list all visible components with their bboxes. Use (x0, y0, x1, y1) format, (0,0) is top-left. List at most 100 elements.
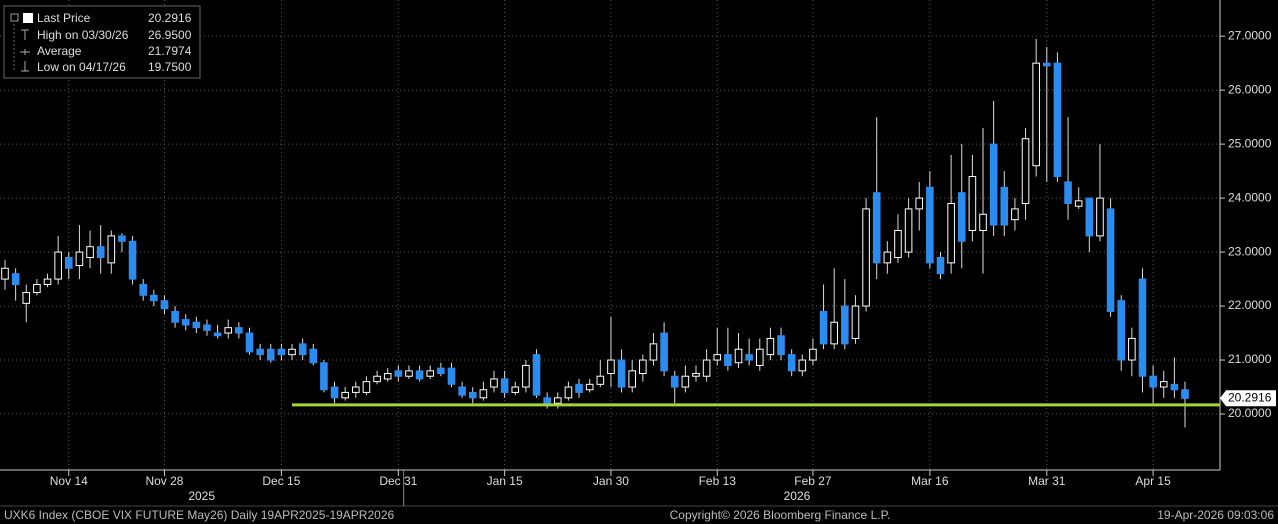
footer-left: UXK6 Index (CBOE VIX FUTURE May26) Daily… (4, 508, 394, 522)
legend-label: Last Price (37, 11, 91, 25)
candle-body (352, 386, 360, 393)
legend-icon (21, 61, 29, 72)
year-label: 2025 (188, 489, 215, 503)
legend-value: 20.2916 (148, 11, 192, 25)
candle-body (872, 192, 881, 264)
candle-body (192, 321, 201, 329)
candle-body (1011, 208, 1019, 221)
candle-body (522, 364, 530, 388)
candle-body (1138, 278, 1147, 377)
candle-body (702, 359, 711, 377)
candle-body (415, 370, 424, 380)
candle-body (245, 332, 254, 353)
legend-label: High on 03/30/26 (37, 28, 129, 42)
footer-right: 19-Apr-2026 09:03:06 (1157, 508, 1274, 522)
candle-body (171, 310, 179, 323)
candle-body (543, 397, 551, 404)
candle-body (755, 348, 764, 366)
y-tick-label: 26.0000 (1228, 82, 1272, 96)
candle-body (107, 235, 116, 264)
legend: Last Price 20.2916 High on 03/30/26 26.9… (3, 5, 201, 79)
candle-body (181, 319, 190, 326)
candle-body (670, 375, 679, 388)
candle-body (1181, 389, 1189, 399)
candle-body (532, 354, 541, 396)
candle-body (1, 267, 9, 280)
candle-body (394, 370, 403, 377)
x-tick-label: Jan 30 (593, 474, 629, 488)
candle-body (724, 354, 732, 366)
y-tick-label: 27.0000 (1228, 28, 1272, 42)
candle-body (64, 256, 73, 269)
candle-body (203, 324, 211, 331)
candle-body (160, 300, 169, 310)
candle-body (894, 229, 902, 258)
candle-body (235, 327, 243, 334)
candle-body (447, 367, 456, 385)
candle-body (692, 373, 700, 377)
candle-body (1096, 197, 1104, 237)
candle-body (75, 251, 84, 267)
candle-body (798, 359, 807, 372)
candle-body (1074, 200, 1083, 207)
y-tick-label: 23.0000 (1228, 244, 1272, 258)
candle-body (649, 343, 658, 361)
x-tick-label: Feb 27 (794, 474, 832, 488)
candle-body (968, 176, 977, 231)
candle-body (947, 203, 955, 264)
candle-body (11, 273, 20, 285)
candle-body (883, 251, 892, 264)
candle-body (904, 208, 913, 253)
candle-body (553, 397, 562, 404)
candle-body (309, 348, 318, 364)
candle-body (681, 375, 690, 388)
x-tick-label: Dec 15 (262, 474, 300, 488)
candle-body (1053, 62, 1062, 178)
candle-body (777, 335, 785, 356)
x-tick-label: Apr 15 (1135, 474, 1171, 488)
candle-body (479, 389, 488, 399)
candle-body (766, 337, 775, 356)
candle-body (43, 278, 52, 285)
candle-body (915, 197, 924, 210)
candle-body (224, 327, 233, 334)
candle-body (596, 375, 605, 385)
candle-body (1064, 181, 1072, 205)
candle-body (1170, 383, 1179, 391)
candle-body (1043, 62, 1051, 67)
candle-body (926, 186, 934, 264)
candle-body (500, 378, 509, 393)
legend-value: 21.7974 (148, 44, 192, 58)
candle-body (490, 378, 498, 388)
x-tick-label: Jan 15 (487, 474, 523, 488)
candle-body (830, 321, 838, 345)
last-price-label: 20.2916 (1228, 390, 1272, 404)
candle-body (1000, 186, 1009, 226)
legend-icon (21, 29, 29, 40)
y-tick-label: 22.0000 (1228, 298, 1272, 312)
candle-body (1128, 337, 1136, 361)
footer-center: Copyright© 2026 Bloomberg Finance L.P. (670, 508, 891, 522)
candle-body (819, 310, 828, 345)
candle-body (96, 246, 105, 258)
candle-body (330, 386, 339, 399)
legend-box (3, 5, 201, 79)
last-price-tag (1220, 390, 1276, 407)
candle-body (1149, 375, 1157, 388)
candle-body (139, 283, 147, 296)
candle-body (745, 354, 753, 361)
candle-body (118, 235, 126, 242)
candle-body (298, 343, 307, 356)
legend-value: 19.7500 (148, 60, 192, 74)
candle-body (150, 294, 158, 302)
candle-body (1032, 62, 1040, 167)
candle-body (1021, 138, 1030, 205)
candle-body (86, 246, 94, 258)
candle-body (405, 370, 413, 377)
candle-body (809, 348, 817, 361)
legend-label: Low on 04/17/26 (37, 60, 126, 74)
candle-body (341, 391, 349, 399)
candle-body (288, 348, 296, 356)
